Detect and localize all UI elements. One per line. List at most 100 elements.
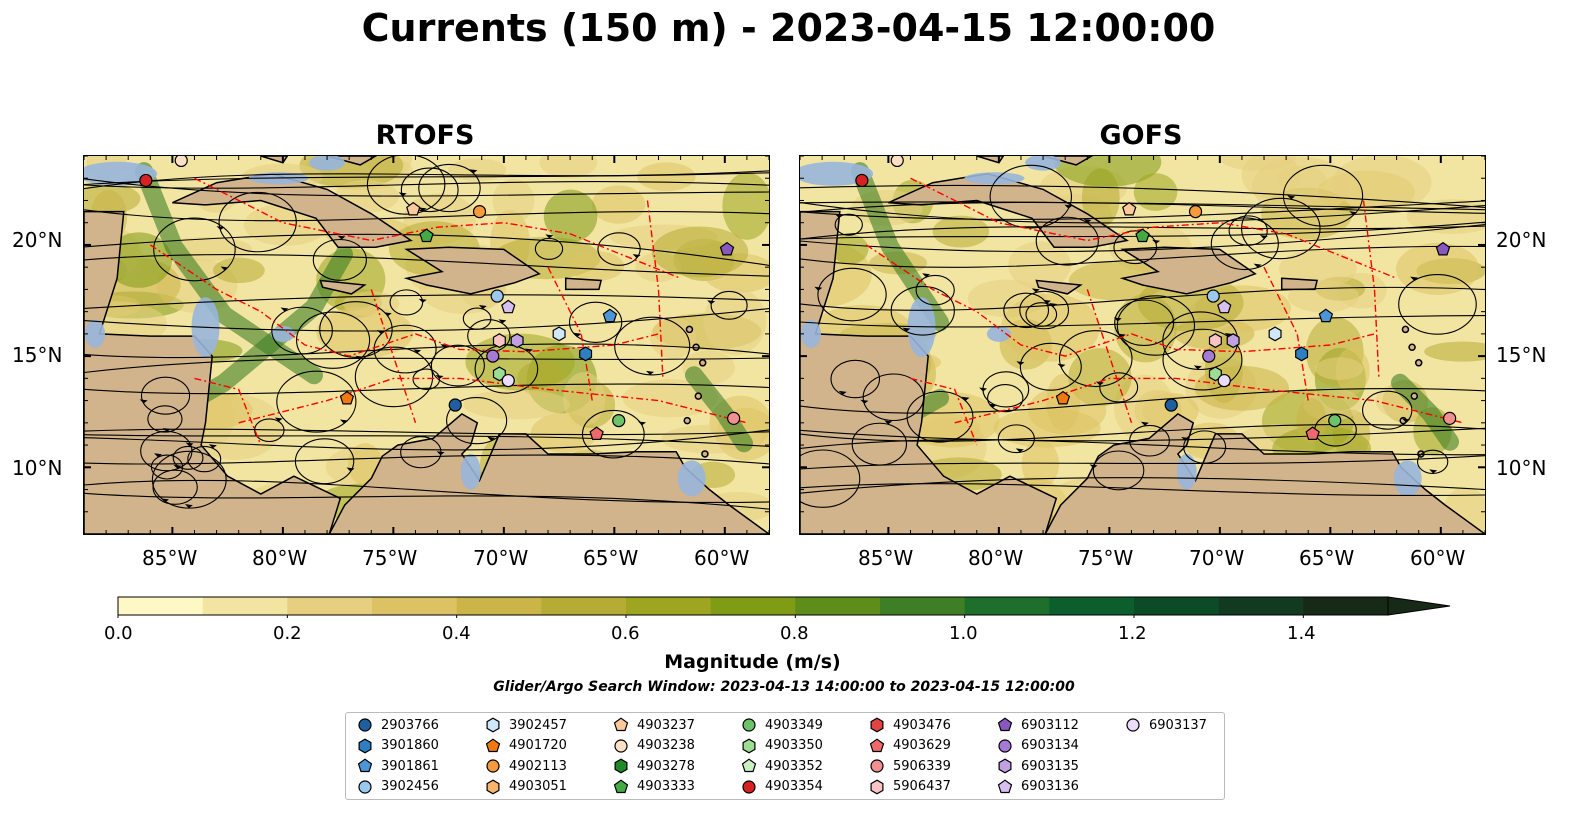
colorbar-segment [1303,597,1389,615]
rtofs-map[interactable] [83,155,770,535]
colorbar-tick: 1.4 [1287,623,1316,644]
float-marker-4903629 [589,426,604,440]
colorbar-tick: 0.8 [780,623,809,644]
legend-item: 4903051 [484,778,567,796]
float-marker-6903134 [1202,349,1216,363]
legend-item: 4903629 [868,737,951,755]
legend-marker-4903352 [741,758,757,773]
legend-label: 6903134 [1021,738,1079,753]
legend-item: 4903333 [612,778,695,796]
circle-marker-icon [486,759,500,773]
circle-marker-icon [742,779,756,794]
float-marker-6903135 [510,333,524,349]
hexagon-marker-icon [998,758,1012,774]
float-marker-3901860 [579,346,593,362]
legend-item: 4903354 [740,778,823,796]
circle-marker-icon [870,759,884,773]
legend-label: 4903278 [637,758,695,774]
lon-tick-label: 65°W [583,546,639,570]
legend-marker-4903051 [486,779,500,794]
colorbar-tick: 1.2 [1118,623,1147,644]
colorbar-segment [795,597,881,615]
colorbar-segment [202,597,288,615]
panel-title-rtofs: RTOFS [375,120,475,151]
legend-item: 4903476 [868,716,951,734]
float-marker-4903237 [406,201,421,216]
lat-tick-label: 20°N [1496,228,1547,252]
float-marker-4901720 [1055,390,1071,405]
legend-item: 6903136 [996,778,1079,796]
legend-item: 6903134 [996,737,1079,755]
colorbar-tick: 0.0 [104,623,133,644]
float-marker-4902113 [1188,204,1203,219]
gofs-map[interactable] [799,155,1486,535]
float-marker-4902113 [472,204,487,219]
circle-marker-icon [358,718,372,732]
lon-tick-label: 75°W [362,546,418,570]
legend-item: 6903137 [1124,716,1207,734]
colorbar-segment [287,597,373,615]
float-marker-3902456 [490,289,504,303]
pentagon-marker-icon [613,717,629,732]
pentagon-marker-icon [997,778,1013,793]
float-legend: 2903766 3901860 3901861 3902456 3902457 49017… [345,712,1225,800]
legend-marker-4903354 [742,779,756,794]
legend-item: 6903112 [996,716,1079,734]
colorbar-tick: 1.0 [949,623,978,644]
map-ticks [84,156,769,534]
circle-marker-icon [742,718,756,732]
circle-marker-icon [998,738,1012,753]
eez-boundaries [865,177,1464,446]
lat-tick-label: 15°N [1496,343,1547,367]
shallow-water [84,156,706,497]
legend-label: 4903237 [637,717,695,733]
legend-label: 5906339 [893,758,951,774]
lat-tick-label: 20°N [12,228,63,252]
legend-marker-4901720 [485,737,501,752]
colorbar-segment [541,597,627,615]
legend-label: 3902456 [381,779,439,794]
legend-label: 6903136 [1021,779,1079,794]
streamlines [84,156,769,510]
legend-marker-5906339 [870,759,884,773]
float-marker-2903766 [448,398,462,412]
colorbar-segment [880,597,966,615]
lon-tick-label: 85°W [142,546,198,570]
lon-tick-label: 60°W [1410,546,1466,570]
float-marker-3901861 [602,308,618,323]
gofs-map-canvas [800,156,1485,534]
lat-tick-label: 10°N [1496,456,1547,480]
legend-marker-4903476 [870,717,884,733]
float-marker-4903354 [139,173,153,188]
colorbar-segment [626,597,712,615]
float-marker-3901860 [1295,346,1309,362]
float-marker-2903766 [1164,398,1178,412]
legend-item: 4903278 [612,757,695,775]
legend-item: 4903237 [612,716,695,734]
colorbar-segment [456,597,542,615]
float-markers [855,156,1457,440]
colorbar [117,596,1451,618]
float-markers [139,156,741,440]
circle-marker-icon [1126,718,1140,732]
pentagon-marker-icon [357,758,373,773]
float-marker-4903350 [492,366,506,382]
colorbar-segment [118,597,204,615]
legend-marker-6903135 [998,758,1012,774]
hexagon-marker-icon [486,779,500,794]
legend-label: 4903476 [893,717,951,733]
legend-label: 4903349 [765,717,823,733]
map-ticks [800,156,1485,534]
float-marker-3901861 [1318,308,1334,323]
float-marker-6903136 [1217,299,1232,314]
legend-label: 4903051 [509,779,567,794]
pentagon-marker-icon [997,717,1013,732]
streamlines [800,164,1485,508]
legend-marker-4903278 [614,758,628,774]
float-marker-6903112 [1435,241,1451,256]
legend-item: 4903349 [740,716,823,734]
hexagon-marker-icon [870,779,884,794]
legend-item: 4903352 [740,757,823,775]
float-marker-4903350 [1208,366,1222,382]
float-marker-4903629 [1305,426,1320,440]
